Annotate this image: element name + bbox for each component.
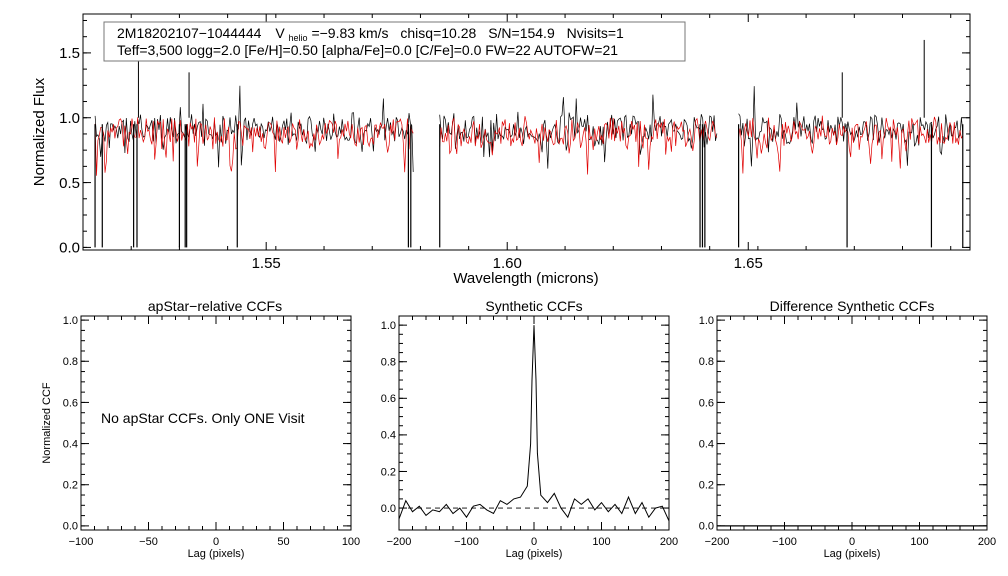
vhelio-label: V [275,25,285,41]
apstar-ccf-frame [80,315,352,531]
apstar-ccf-ticks: −100 −50 0 50 100 0.0 0.2 0.4 0.6 0.8 1.0 [63,315,360,548]
synthetic-ccf-ytick-label: 1.0 [381,320,396,332]
spectrum-ytick-label: 1.5 [59,45,80,62]
synthetic-ccf-frame [398,315,670,531]
difference-ccf-xtick-label: −100 [772,536,797,548]
apstar-ccf-title: apStar−relative CCFs [148,298,282,314]
spectrum-ytick-label: 1.0 [59,110,80,127]
apstar-ccf-panel: apStar−relative CCFs −100 −50 0 50 100 0.0 0.2… [41,298,360,560]
apstar-ccf-xtick-label: −100 [69,536,94,548]
synthetic-ccf-xtick-label: 0 [531,536,537,548]
synthetic-ccf-ytick-label: 0.4 [381,430,396,442]
spectrum-ylabel: Normalized Flux [31,77,48,186]
difference-ccf-xtick-label: 200 [978,536,996,548]
header-line-2: Teff=3,500 logg=2.0 [Fe/H]=0.50 [alpha/F… [117,42,618,58]
difference-ccf-ticks: −200 −100 0 100 200 0.0 0.2 0.4 0.6 0.8 1.0 [699,315,996,548]
apstar-ccf-xtick-label: 0 [213,536,219,548]
apstar-ccf-xtick-label: −50 [139,536,158,548]
apstar-ccf-ytick-label: 0.0 [63,521,78,533]
synthetic-ccf-ytick-label: 0.0 [381,503,396,515]
synthetic-ccf-title: Synthetic CCFs [485,298,582,314]
difference-ccf-ytick-label: 0.0 [699,521,714,533]
difference-ccf-ytick-label: 0.6 [699,397,714,409]
synthetic-ccf-line [398,325,670,522]
synthetic-ccf-xtick-label: −200 [387,536,412,548]
synthetic-ccf-xtick-label: 200 [660,536,678,548]
spectrum-xtick-label: 1.65 [734,255,763,272]
synthetic-ccf-ytick-label: 0.8 [381,357,396,369]
difference-ccf-xtick-label: 0 [849,536,855,548]
apstar-ccf-xlabel: Lag (pixels) [188,548,245,560]
difference-ccf-xlabel: Lag (pixels) [824,548,881,560]
difference-ccf-panel: Difference Synthetic CCFs −200 −100 0 100 20… [699,298,996,560]
snr: S/N=154.9 [488,25,555,41]
chisq: chisq=10.28 [400,25,476,41]
difference-ccf-xtick-label: −200 [705,536,730,548]
spectrum-ytick-label: 0.5 [59,175,80,192]
header-box [103,21,686,62]
difference-ccf-ytick-label: 0.2 [699,480,714,492]
apstar-ccf-xtick-label: 100 [342,536,360,548]
model-spectrum-line [94,115,964,176]
difference-ccf-ytick-label: 0.4 [699,438,714,450]
synthetic-ccf-lines [398,325,670,522]
vhelio-value: =−9.83 km/s [311,25,388,41]
apstar-ccf-ytick-label: 0.6 [63,397,78,409]
header-line-1: 2M18202107−1044444 V helio =−9.83 km/s c… [117,25,624,44]
apstar-ccf-ylabel: Normalized CCF [41,382,53,464]
spectrum-xtick-label: 1.55 [252,255,281,272]
apstar-ccf-ytick-label: 1.0 [63,315,78,327]
synthetic-ccf-xtick-label: −100 [454,536,479,548]
synthetic-ccf-ytick-label: 0.2 [381,466,396,478]
synthetic-ccf-ticks: −200 −100 0 100 200 0.0 0.2 0.4 0.6 0.8 1.0 [381,315,678,548]
nvisits: Nvisits=1 [567,25,624,41]
apstar-ccf-annotation: No apStar CCFs. Only ONE Visit [101,410,305,426]
difference-ccf-ytick-label: 1.0 [699,315,714,327]
difference-ccf-title: Difference Synthetic CCFs [770,298,935,314]
synthetic-ccf-ytick-label: 0.6 [381,393,396,405]
apstar-ccf-xtick-label: 50 [277,536,289,548]
difference-ccf-frame [716,315,988,531]
spectrum-ytick-label: 0.0 [59,240,80,257]
spectrum-frame [82,13,971,251]
spectrum-lines [94,39,964,248]
synthetic-ccf-xtick-label: 100 [592,536,610,548]
spectrum-xtick-label: 1.60 [493,255,522,272]
synthetic-ccf-panel: Synthetic CCFs −200 −100 0 100 200 0.0 0.2 0.4 0… [381,298,678,560]
synthetic-ccf-xlabel: Lag (pixels) [506,548,563,560]
star-id: 2M18202107−1044444 [117,25,262,41]
spectrum-panel: 1.55 1.60 1.65 0.0 0.5 1.0 1.5 Normalized Flux… [31,13,971,287]
apstar-ccf-ytick-label: 0.4 [63,438,78,450]
vhelio-sub: helio [289,33,308,43]
difference-ccf-xtick-label: 100 [910,536,928,548]
spectrum-xlabel: Wavelength (microns) [453,270,598,287]
difference-ccf-ytick-label: 0.8 [699,356,714,368]
apstar-ccf-ytick-label: 0.2 [63,480,78,492]
apstar-ccf-ytick-label: 0.8 [63,356,78,368]
